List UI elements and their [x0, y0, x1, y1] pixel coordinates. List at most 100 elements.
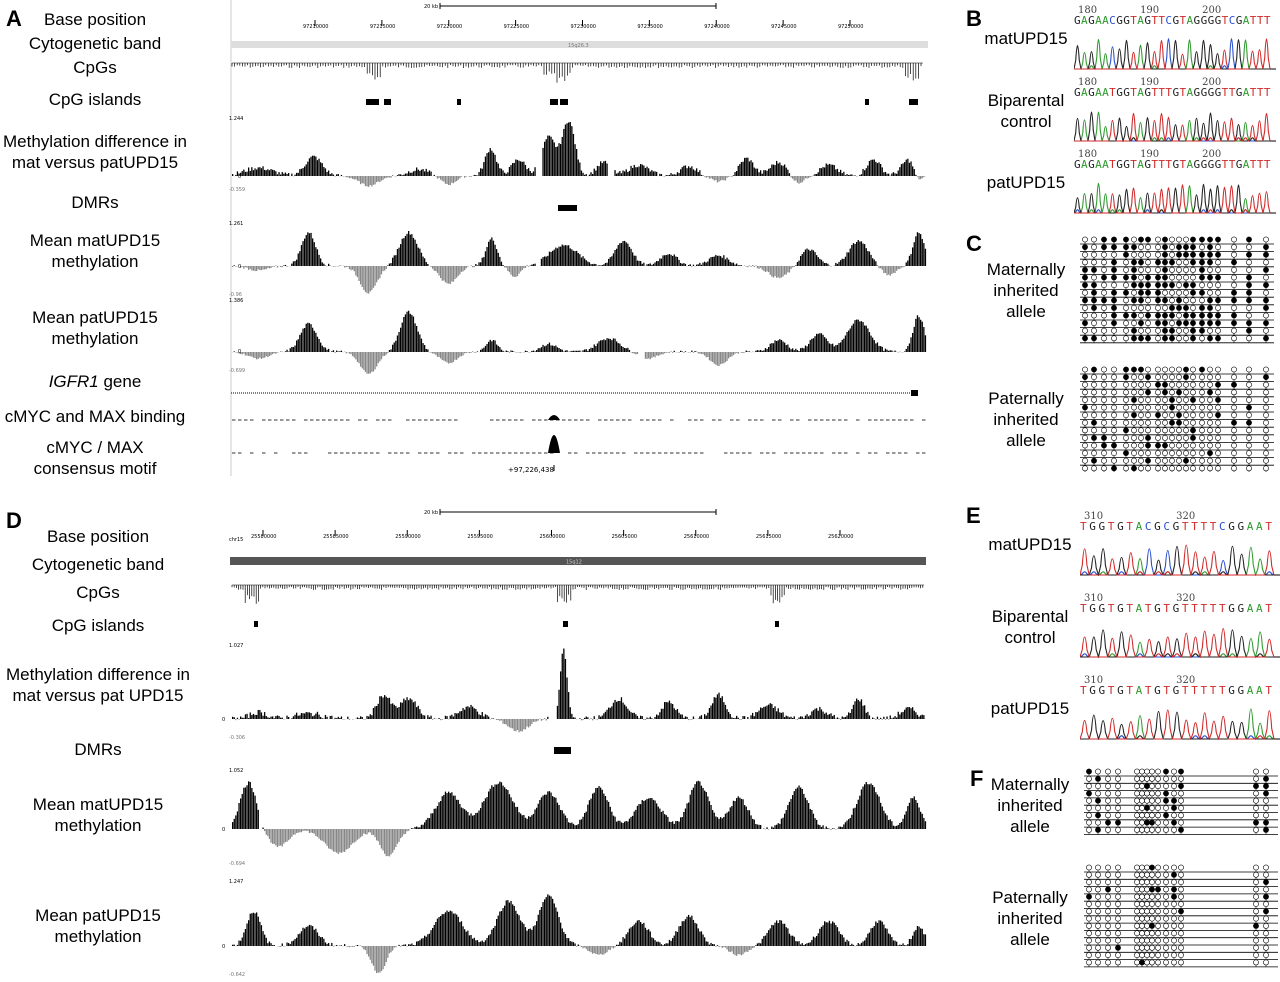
cpg-lollipop: [1149, 864, 1155, 871]
methylation-bar: [524, 164, 527, 176]
cpg-lollipop: [1246, 297, 1252, 304]
methylation-bar: [745, 350, 747, 352]
cpg-lollipop: [1263, 930, 1269, 937]
methylation-bar: [832, 828, 834, 829]
base-call: T: [1265, 520, 1275, 533]
methylation-bar: [630, 248, 632, 266]
methylation-bar: [742, 716, 744, 719]
methylation-bar: [408, 944, 410, 946]
methylation-bar: [489, 934, 491, 946]
cpg-lollipop: [1162, 412, 1168, 418]
methylation-bar: [724, 176, 727, 181]
cpg-lollipop: [1215, 274, 1221, 281]
methylation-bar: [497, 719, 499, 720]
base-call: A: [1081, 158, 1089, 171]
methylation-bar: [560, 809, 562, 829]
cpg-lollipop: [1169, 259, 1175, 266]
methylation-bar: [457, 799, 459, 829]
cpg-island: [560, 99, 568, 105]
cpg-lollipop: [1115, 915, 1121, 922]
methylation-bar: [256, 169, 258, 176]
cpg-lollipop: [1190, 274, 1196, 281]
methylation-bar: [667, 702, 669, 719]
methylation-bar: [531, 172, 533, 176]
position-tick-label: 25620000: [828, 534, 853, 540]
methylation-bar: [747, 717, 749, 719]
methylation-bar: [484, 940, 487, 946]
methylation-bar: [678, 259, 680, 266]
cpg-lollipop: [1111, 374, 1117, 380]
methylation-bar: [304, 166, 306, 176]
methylation-bar: [651, 170, 653, 176]
cpg-lollipop: [1163, 944, 1169, 951]
base-call: A: [1102, 14, 1110, 27]
methylation-bar: [860, 321, 863, 352]
methylation-bar: [667, 254, 669, 266]
position-tick-label: 97240000: [704, 24, 729, 30]
methylation-bar: [547, 791, 549, 829]
methylation-bar: [286, 266, 288, 267]
methylation-bar: [257, 916, 259, 946]
cpg-lollipop: [1138, 297, 1144, 304]
methylation-bar: [905, 262, 907, 266]
methylation-bar: [611, 946, 613, 948]
cpg-lollipop: [1263, 236, 1269, 243]
methylation-bar: [750, 815, 752, 829]
cpg-lollipop: [1215, 289, 1221, 296]
consensus-motif-track: [232, 435, 926, 454]
cpg-lollipop: [1105, 871, 1111, 878]
methylation-bar: [408, 171, 410, 176]
methylation-bar: [684, 808, 687, 829]
base-call: G: [1116, 158, 1124, 171]
methylation-bar: [382, 266, 384, 272]
methylation-bar: [608, 258, 610, 266]
cpg-lollipop: [1190, 374, 1196, 380]
methylation-bar: [896, 717, 898, 719]
methylation-bar: [771, 826, 773, 829]
methylation-bar: [417, 827, 419, 829]
methylation-bar: [465, 176, 467, 177]
methylation-bar: [755, 823, 757, 829]
trace-label: Biparental control: [976, 90, 1076, 132]
methylation-bar: [256, 266, 258, 271]
cpg-lollipop: [1246, 259, 1252, 266]
methylation-bar: [550, 345, 552, 352]
methylation-bar: [422, 256, 424, 266]
methylation-bar: [564, 658, 567, 719]
cpg-lollipop: [1082, 282, 1088, 288]
cpg-lollipop: [1149, 944, 1155, 951]
methylation-bar: [532, 926, 535, 946]
methylation-bar: [872, 159, 874, 176]
methylation-bar: [921, 928, 923, 946]
methylation-bar: [502, 785, 504, 829]
methylation-bar: [737, 352, 739, 354]
cpg-lollipop: [1263, 864, 1269, 871]
track-label-methylation-difference: Methylation difference in mat versus pat…: [0, 664, 196, 706]
methylation-bar: [286, 829, 288, 842]
base-call: A: [1137, 158, 1145, 171]
methylation-bar: [305, 323, 307, 352]
cpg-lollipop: [1183, 312, 1189, 319]
methylation-bar: [862, 243, 864, 266]
cpg-lollipop: [1131, 374, 1137, 380]
base-call: A: [1186, 158, 1194, 171]
cpg-lollipop: [1190, 297, 1196, 304]
methylation-bar: [888, 719, 890, 720]
methylation-bar: [692, 716, 695, 719]
methylation-bar: [651, 937, 653, 946]
cpg-lollipop: [1139, 797, 1145, 804]
methylation-bar: [414, 323, 416, 352]
cpg-lollipop: [1263, 267, 1269, 273]
cpg-lollipop: [1190, 289, 1196, 296]
cpg-lollipop: [1139, 915, 1145, 922]
methylation-bar: [414, 701, 416, 719]
trace-t: [1080, 628, 1275, 658]
cpg-lollipop: [1101, 450, 1107, 456]
methylation-bar: [497, 915, 499, 946]
methylation-bar: [748, 810, 751, 829]
cpg-lollipop: [1199, 267, 1205, 273]
cpg-lollipop: [1263, 937, 1269, 944]
methylation-bar: [296, 937, 298, 946]
base-call: T: [1181, 520, 1192, 533]
cpg-lollipop: [1086, 922, 1092, 929]
